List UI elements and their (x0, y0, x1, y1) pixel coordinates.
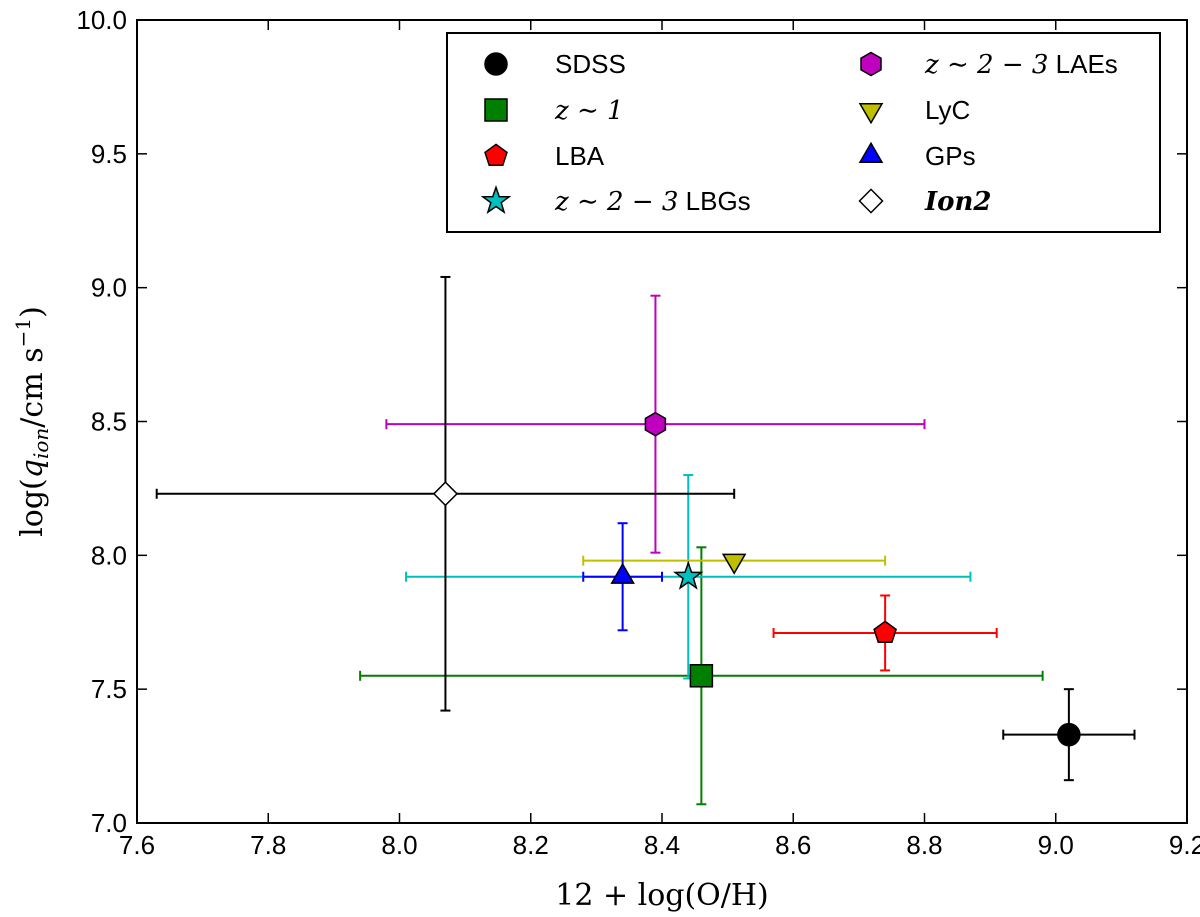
legend-marker-gps (858, 141, 884, 164)
legend-marker-z-2-3-laes (860, 51, 882, 77)
legend-label-main: z ∼ 2 − 3 (554, 187, 678, 217)
y-label-q: q (15, 459, 50, 478)
y-tick-label: 9.0 (91, 273, 127, 303)
x-tick-label: 9.2 (1169, 830, 1200, 860)
marker-z-2-3-lbgs (673, 560, 704, 590)
legend-label-main: z ∼ 1 (554, 96, 624, 126)
legend-label-sdss: SDSS (555, 49, 626, 79)
y-tick-label: 8.0 (91, 540, 127, 570)
legend-label-gps: GPs (925, 141, 976, 171)
y-tick-label: 7.5 (91, 674, 127, 704)
x-axis-label: 12 + log(O/H) (555, 878, 769, 913)
y-tick-label: 8.5 (91, 407, 127, 437)
legend-item-z-2-3-laes: z ∼ 2 − 3 LAEs (860, 49, 1118, 80)
y-label-prefix: log( (15, 478, 50, 537)
marker-sdss (1057, 722, 1081, 747)
legend-marker-sdss (484, 52, 508, 76)
y-label-mid: /cm s (15, 347, 50, 427)
y-label-sup: −1 (11, 318, 35, 347)
legend-item-gps: GPs (858, 141, 976, 171)
legend-marker-lba (484, 143, 508, 167)
x-tick-label: 8.8 (906, 830, 942, 860)
tick-labels: 7.6 7.8 8.0 8.2 8.4 8.6 8.8 9.0 9.2 7.0 7.5 8.0 8.5 9… (76, 5, 1200, 860)
legend-label-suffix: LAEs (1048, 49, 1117, 79)
legend-label-lyc: LyC (925, 95, 970, 125)
legend-label-z-1: z ∼ 1 (554, 96, 624, 126)
marker-gps (610, 562, 635, 584)
marker-z-2-3-laes (644, 411, 667, 437)
y-label-suffix: ) (15, 306, 50, 318)
marker-lba (873, 620, 897, 644)
legend-label-main: GPs (925, 141, 976, 171)
legend-marker-z-1 (484, 98, 508, 122)
y-tick-label: 10.0 (76, 5, 127, 35)
legend-label-z-2-3-lbgs: z ∼ 2 − 3 LBGs (554, 186, 751, 217)
legend-label-main: Ion2 (924, 187, 992, 217)
legend-item-lyc: LyC (858, 95, 970, 125)
legend-item-sdss: SDSS (484, 49, 626, 79)
x-tick-label: 8.4 (644, 830, 680, 860)
markers (432, 411, 1081, 747)
legend-label-suffix: LBGs (678, 186, 750, 216)
legend-marker-ion2 (858, 188, 884, 214)
legend-label-z-2-3-laes: z ∼ 2 − 3 LAEs (924, 49, 1118, 80)
error-bars (155, 275, 1136, 806)
legend-label-ion2: Ion2 (924, 187, 992, 217)
legend-label-main: z ∼ 2 − 3 (924, 50, 1048, 80)
legend-item-z-1: z ∼ 1 (484, 96, 624, 126)
y-axis-label: log(qion/cm s−1) (11, 306, 53, 537)
x-tick-label: 8.6 (775, 830, 811, 860)
axis-ticks (136, 19, 1188, 824)
marker-ion2 (432, 481, 459, 507)
y-tick-label: 7.0 (91, 808, 127, 838)
x-tick-label: 8.0 (381, 830, 417, 860)
legend-marker-z-2-3-lbgs (480, 184, 512, 214)
y-tick-label: 9.5 (91, 139, 127, 169)
legend-item-ion2: Ion2 (858, 187, 992, 217)
legend-label-lba: LBA (555, 141, 605, 171)
legend-label-main: SDSS (555, 49, 626, 79)
legend-marker-lyc (858, 102, 884, 125)
legend-box (446, 32, 1161, 233)
x-tick-label: 8.2 (513, 830, 549, 860)
legend-item-lba: LBA (484, 141, 605, 171)
x-tick-label: 7.8 (250, 830, 286, 860)
x-tick-label: 7.6 (119, 830, 155, 860)
legend-label-main: LBA (555, 141, 605, 171)
legend-item-z-2-3-lbgs: z ∼ 2 − 3 LBGs (480, 184, 751, 217)
x-tick-label: 9.0 (1038, 830, 1074, 860)
y-label-sub: ion (29, 428, 53, 459)
marker-z-1 (689, 664, 714, 688)
marker-lyc (721, 553, 747, 575)
legend-label-main: LyC (925, 95, 970, 125)
